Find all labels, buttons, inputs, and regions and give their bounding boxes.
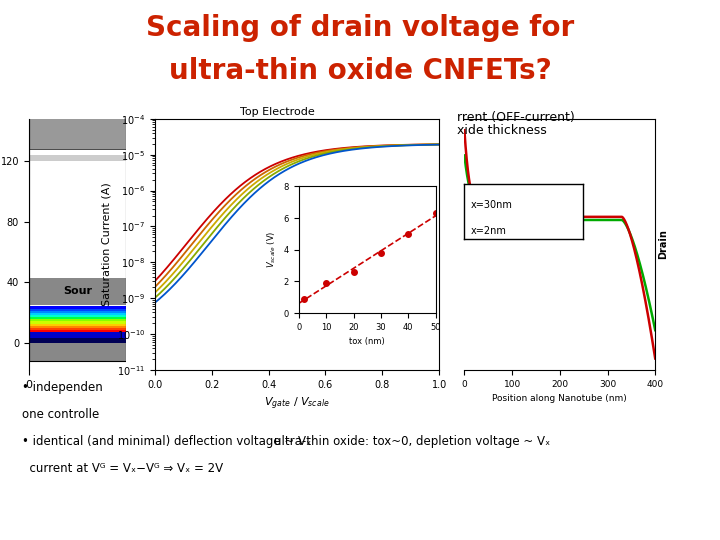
Y-axis label: $V_{scale}$ (V): $V_{scale}$ (V) [266, 231, 278, 268]
Text: Sour: Sour [63, 286, 92, 296]
Text: xide thickness: xide thickness [457, 124, 547, 137]
Text: one controlle: one controlle [22, 408, 99, 421]
X-axis label: $V_{gate}$ / $V_{scale}$: $V_{gate}$ / $V_{scale}$ [264, 395, 330, 411]
Text: rrent (OFF-current): rrent (OFF-current) [457, 111, 575, 125]
X-axis label: Position along Nanotube (nm): Position along Nanotube (nm) [492, 394, 627, 403]
Text: Drain: Drain [658, 230, 667, 259]
Text: Top Electrode: Top Electrode [240, 106, 315, 117]
Text: • identical (and minimal) deflection voltage ~ Vₓ: • identical (and minimal) deflection vol… [22, 435, 311, 448]
Y-axis label: Saturation Current (A): Saturation Current (A) [101, 183, 111, 306]
Text: current at Vᴳ = Vₓ−Vᴳ ⇒ Vₓ = 2V: current at Vᴳ = Vₓ−Vᴳ ⇒ Vₓ = 2V [22, 462, 222, 475]
X-axis label: tox (nm): tox (nm) [349, 338, 385, 347]
Text: Scaling of drain voltage for: Scaling of drain voltage for [146, 14, 574, 42]
Text: ultra-thin oxide: tox~0, depletion voltage ~ Vₓ: ultra-thin oxide: tox~0, depletion volta… [274, 435, 550, 448]
Text: ultra-thin oxide CNFETs?: ultra-thin oxide CNFETs? [168, 57, 552, 85]
Text: • independen: • independen [22, 381, 102, 394]
